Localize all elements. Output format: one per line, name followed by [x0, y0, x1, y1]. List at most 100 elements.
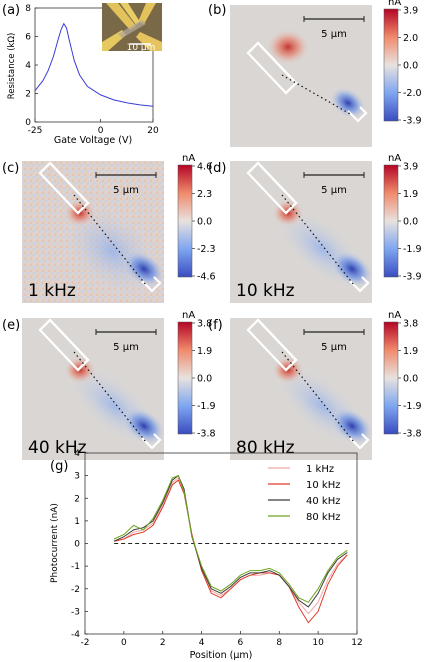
line-cut-path: [73, 194, 147, 286]
panel-g-ylabel: Photocurrent (nA): [50, 503, 60, 583]
map-panel-f: (f) 5 µm 80 kHz nA3.8 1.9 0.0 -1.9 -3.8: [208, 310, 422, 460]
map-panel-label: (f): [208, 318, 223, 333]
map-frequency-label: 80 kHz: [236, 438, 295, 458]
colorbar-tick-label: 0.0: [197, 374, 212, 385]
colorbar-tick-label: -1.9: [403, 401, 422, 412]
colorbar-tick-label: -4.6: [197, 272, 216, 283]
panel-g-xlabel: Position (µm): [190, 650, 253, 661]
colorbar-tick-label: 3.8: [403, 319, 418, 330]
panel-g-ytick-label: 1: [74, 517, 80, 527]
panel-g-ytick-label: -3: [71, 607, 80, 617]
colorbar-unit-label: nA: [388, 0, 401, 8]
panel-g-xtick-label: 6: [238, 638, 244, 648]
map-scale-label: 5 µm: [321, 342, 347, 353]
electrode-outline-right: [349, 433, 370, 450]
panel-a-xlabel: Gate Voltage (V): [54, 135, 132, 146]
colorbar-tick-label: -3.9: [403, 272, 422, 283]
colorbar-tick-label: -1.9: [403, 244, 422, 255]
line-cut-path: [281, 194, 355, 286]
map-scale-label: 5 µm: [321, 29, 347, 40]
colorbar: [177, 164, 193, 278]
panel-g-ytick-label: 0: [74, 540, 80, 550]
panel-g-ytick-label: -1: [71, 562, 80, 572]
colorbar-tick-label: 2.0: [403, 33, 418, 44]
map-background: [230, 5, 372, 147]
panel-a-xtick-label: 0: [98, 126, 104, 136]
colorbar-tick-label: 1.9: [197, 346, 212, 357]
panel-g-xtick-label: 12: [351, 638, 362, 648]
panel-g-xtick-label: 8: [276, 638, 282, 648]
map-scale-label: 5 µm: [113, 342, 139, 353]
panel-g-ytick-label: 4: [74, 449, 80, 459]
colorbar-tick-label: 3.9: [403, 162, 418, 173]
panel-g-ytick-label: -2: [71, 585, 80, 595]
panel-g-ytick-label: 2: [74, 494, 80, 504]
line-cut-path: [73, 351, 147, 443]
photocurrent-line-80-khz: [113, 474, 348, 603]
colorbar: [383, 8, 399, 122]
map-frequency-label: 40 kHz: [28, 438, 87, 458]
colorbar-unit-label: nA: [182, 153, 195, 164]
colorbar-tick-label: 3.9: [403, 6, 418, 17]
map-panel-e: (e) 5 µm 40 kHz nA3.8 1.9 0.0 -1.9 -3.8: [2, 310, 216, 460]
panel-a-xtick-label: 20: [147, 126, 159, 136]
electrode-outline-right: [347, 106, 368, 123]
map-frequency-label: 10 kHz: [236, 281, 295, 301]
colorbar: [177, 321, 193, 435]
map-scale-label: 5 µm: [113, 185, 139, 196]
colorbar-tick-label: -3.8: [197, 429, 216, 440]
colorbar-tick-label: -3.9: [403, 116, 422, 127]
panel-g-xtick-label: 2: [160, 638, 166, 648]
panel-g-ytick-label: -4: [71, 630, 80, 640]
photocurrent-line-1-khz: [113, 477, 348, 615]
colorbar-unit-label: nA: [388, 153, 401, 164]
colorbar-tick-label: 2.3: [197, 189, 212, 200]
map-panel-label: (c): [2, 161, 19, 176]
colorbar-tick-label: 1.9: [403, 346, 418, 357]
panel-a-label: (a): [2, 3, 20, 18]
colorbar-tick-label: 0.0: [197, 217, 212, 228]
electrode-outline-right: [349, 276, 370, 293]
panel-a-ytick-label: 6: [25, 33, 31, 43]
panel-a-ytick-label: 8: [25, 4, 31, 14]
panel-g-legend: 1 kHz 10 kHz 40 kHz 80 kHz: [268, 464, 340, 523]
map-panel-d: (d) 5 µm 10 kHz nA3.9 1.9 0.0 -1.9 -3.9: [208, 153, 422, 303]
panel-a-ytick-label: 4: [25, 61, 31, 71]
legend-entry-label: 10 kHz: [306, 480, 340, 491]
colorbar: [383, 164, 399, 278]
inset-scale-label: 10 µm: [127, 43, 156, 53]
electrode-outline-left-frame: [246, 161, 298, 215]
map-panel-label: (e): [2, 318, 20, 333]
colorbar-tick-label: 0.0: [403, 217, 418, 228]
colorbar-tick-label: -3.8: [403, 429, 422, 440]
panel-g-xtick-label: 10: [312, 638, 324, 648]
electrode-outline-left-frame: [246, 41, 298, 95]
colorbar-tick-label: -1.9: [197, 401, 216, 412]
colorbar-tick-label: 3.8: [197, 319, 212, 330]
panel-g-label: (g): [50, 459, 68, 474]
electrode-outline-left-frame: [38, 318, 90, 372]
map-positive-hotspot: [266, 29, 310, 65]
electrode-outline-left-frame: [246, 318, 298, 372]
panel-g-ytick-label: 3: [74, 472, 80, 482]
line-cut-path: [281, 351, 355, 443]
electrode-outline-right: [141, 433, 162, 450]
electrode-outline-left-frame: [38, 161, 90, 215]
colorbar: [383, 321, 399, 435]
colorbar-unit-label: nA: [388, 310, 401, 321]
legend-entry-label: 1 kHz: [306, 464, 334, 475]
panel-a-ylabel: Resistance (kΩ): [7, 33, 17, 100]
panel-g-xtick-label: 4: [199, 638, 205, 648]
colorbar-unit-label: nA: [182, 310, 195, 321]
map-negative-hotspot: [329, 86, 367, 120]
map-panel-c: (c) 5 µm 1 kHz nA4.6 2.3 0.0 -2.3 -4.6: [2, 153, 216, 303]
resistance-curve: [34, 22, 154, 107]
panel-a-ytick-label: 2: [25, 90, 31, 100]
map-panel-b: (b) 5 µm nA3.9 2.0 0.0 -2.0 -3.9: [208, 0, 422, 147]
